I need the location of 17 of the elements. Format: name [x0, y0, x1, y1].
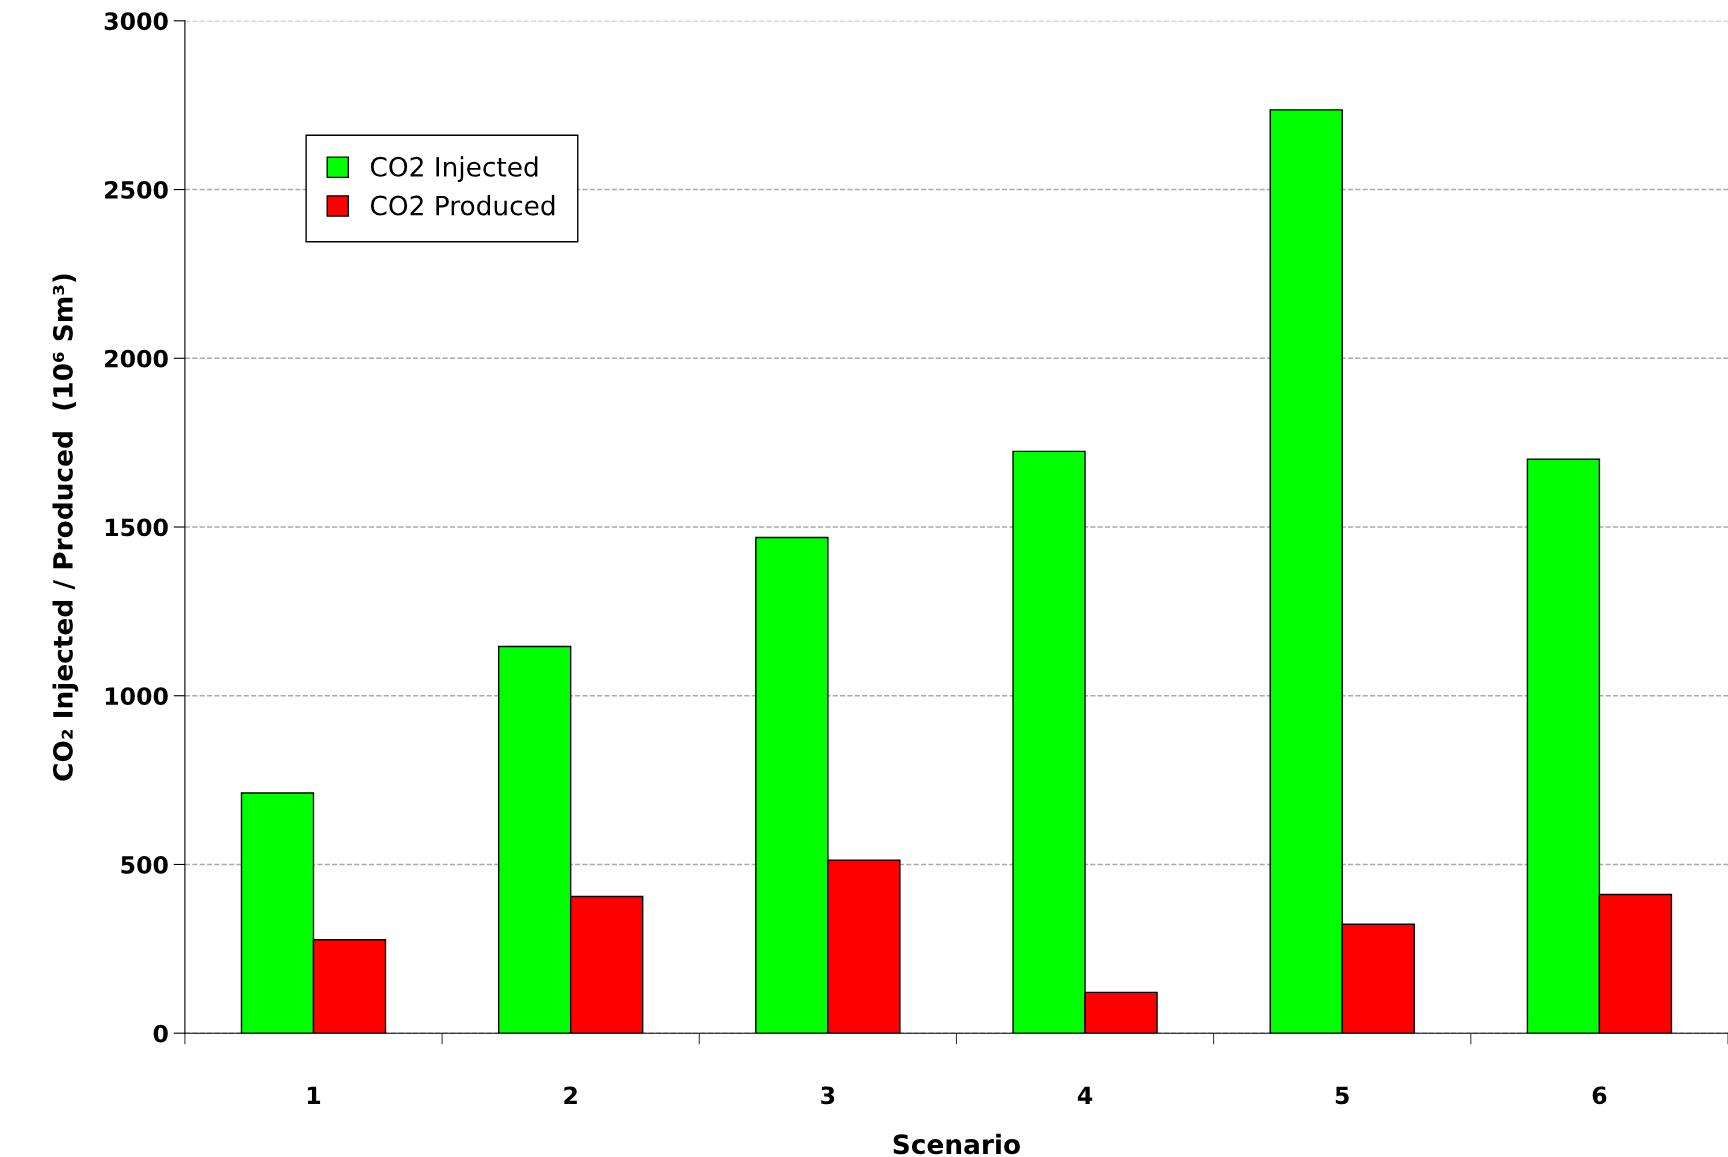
y-tick-label: 0: [153, 1024, 168, 1043]
y-tick-label: 3000: [104, 12, 168, 31]
y-tick-label: 1000: [105, 687, 168, 706]
y-tick-label: 500: [121, 855, 168, 874]
legend-label: CO2 Produced: [370, 195, 555, 216]
y-axis-title: CO₂ Injected / Produced (10⁶ Sm³): [52, 274, 79, 781]
legend-label: CO2 Injected: [370, 156, 538, 182]
x-tick-label: 3: [821, 1086, 835, 1105]
y-tick-label: 2500: [105, 181, 168, 199]
y-tick-label: 1500: [105, 518, 168, 537]
x-tick-label: 1: [307, 1086, 321, 1104]
x-tick-label: 5: [1335, 1086, 1349, 1105]
x-axis-title: Scenario: [893, 1133, 1020, 1155]
x-tick-label: 6: [1592, 1086, 1607, 1105]
y-tick-label: 2000: [105, 349, 168, 368]
x-tick-label: 4: [1077, 1086, 1093, 1104]
x-tick-label: 2: [564, 1086, 577, 1104]
